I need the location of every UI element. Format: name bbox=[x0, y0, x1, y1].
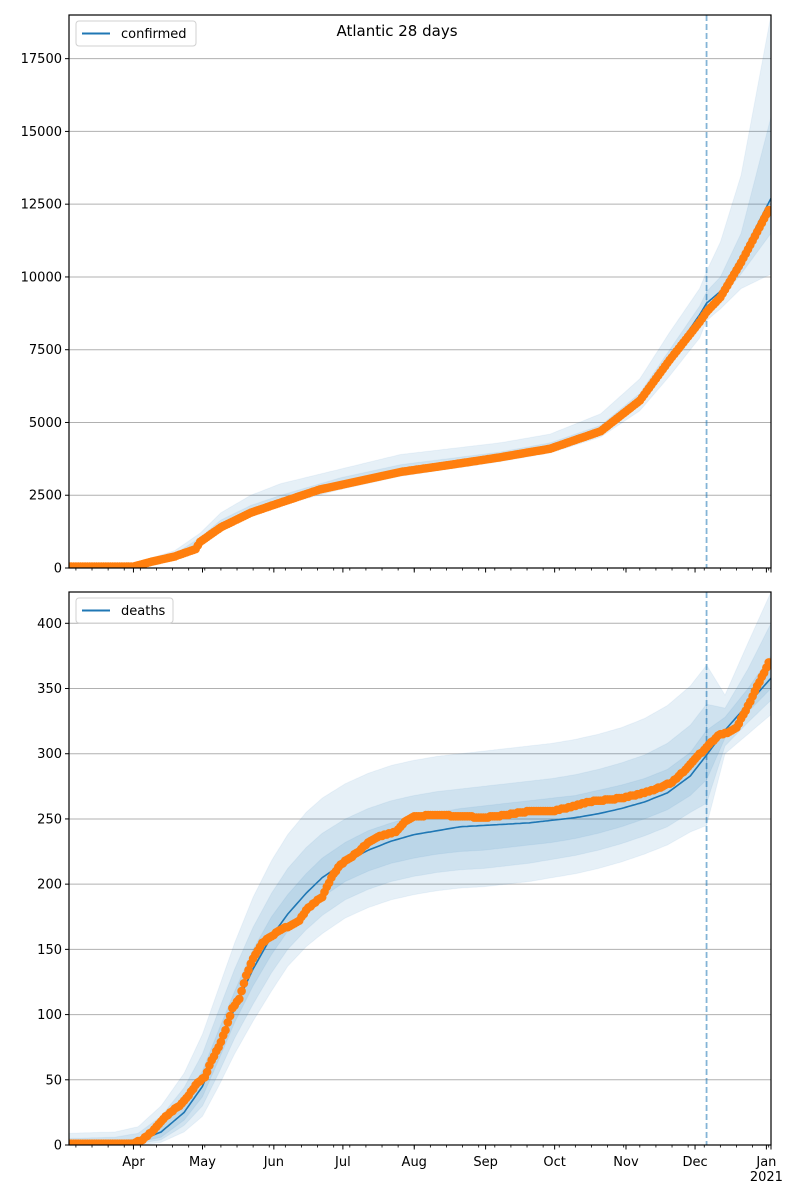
y-tick-label: 300 bbox=[37, 747, 62, 762]
observed-point bbox=[244, 965, 253, 975]
legend-box bbox=[75, 20, 197, 47]
top-observed-points bbox=[69, 205, 771, 568]
y-tick-label: 0 bbox=[54, 562, 62, 577]
y-tick-label: 50 bbox=[45, 1073, 62, 1088]
top-legend: confirmed bbox=[75, 20, 197, 47]
top-x-axis bbox=[75, 568, 772, 573]
y-tick-label: 10000 bbox=[21, 270, 62, 285]
y-tick-label: 200 bbox=[37, 878, 62, 893]
top-gridlines bbox=[69, 58, 771, 496]
observed-point bbox=[225, 1011, 235, 1021]
y-tick-label: 5000 bbox=[29, 416, 62, 431]
y-tick-label: 2500 bbox=[29, 489, 62, 504]
uncertainty-band-band-outer bbox=[69, 663, 708, 1145]
legend-box bbox=[75, 597, 174, 624]
x-tick-label: Oct bbox=[543, 1155, 565, 1170]
confirmed-panel: 0 2500 5000 7500 10000 12500 15000 17500 confir… bbox=[21, 14, 772, 577]
bottom-uncertainty-bands bbox=[69, 592, 771, 1145]
x-tick-label: Apr bbox=[122, 1155, 145, 1170]
observed-point bbox=[764, 205, 771, 215]
y-tick-label: 12500 bbox=[21, 198, 62, 213]
y-tick-label: 0 bbox=[54, 1139, 62, 1154]
bottom-legend: deaths bbox=[75, 597, 174, 624]
x-tick-label-line: Jan bbox=[755, 1155, 776, 1170]
x-tick-label: Jan 2021 bbox=[750, 1155, 783, 1185]
bottom-gridlines bbox=[69, 622, 771, 1081]
x-tick-label: Nov bbox=[613, 1155, 639, 1170]
legend-label-confirmed: confirmed bbox=[121, 27, 187, 42]
y-tick-label: 150 bbox=[37, 943, 62, 958]
uncertainty-band-band-outer bbox=[706, 592, 771, 826]
bottom-axes-frame bbox=[68, 591, 772, 1146]
observed-point bbox=[239, 979, 249, 988]
observed-point bbox=[221, 1025, 230, 1035]
bottom-observed-points bbox=[69, 658, 771, 1145]
x-tick-label: Dec bbox=[682, 1155, 707, 1170]
uncertainty-band-band-inner bbox=[69, 728, 708, 1145]
observed-point bbox=[237, 986, 246, 996]
top-model-line bbox=[69, 198, 771, 568]
observed-point bbox=[764, 658, 771, 667]
y-tick-label: 350 bbox=[37, 682, 62, 697]
observed-point bbox=[223, 1018, 233, 1027]
top-y-axis: 0 2500 5000 7500 10000 12500 15000 17500 bbox=[21, 52, 69, 577]
deaths-panel: 0 50 100 150 200 250 300 350 400 Apr May Jun Jul Aug… bbox=[37, 591, 783, 1185]
bottom-x-axis: Apr May Jun Jul Aug Sep Oct Nov Dec Jan 2021 bbox=[75, 1145, 783, 1185]
uncertainty-band-band-mid bbox=[706, 623, 771, 804]
bottom-model-line bbox=[69, 677, 771, 1145]
chart-title: Atlantic 28 days bbox=[336, 22, 457, 40]
legend-label-deaths: deaths bbox=[121, 604, 166, 619]
y-tick-label: 15000 bbox=[21, 125, 62, 140]
observed-point bbox=[235, 994, 244, 1004]
x-tick-label: Aug bbox=[402, 1155, 427, 1170]
x-tick-label: Jul bbox=[334, 1155, 351, 1170]
x-tick-label: Jun bbox=[263, 1155, 284, 1170]
x-tick-label: May bbox=[189, 1155, 216, 1170]
y-tick-label: 100 bbox=[37, 1008, 62, 1023]
x-tick-label: Sep bbox=[473, 1155, 498, 1170]
top-uncertainty-bands bbox=[69, 15, 771, 568]
observed-point bbox=[216, 1037, 226, 1047]
y-tick-label: 400 bbox=[37, 617, 62, 632]
y-tick-label: 250 bbox=[37, 812, 62, 827]
x-tick-label-line: 2021 bbox=[750, 1170, 783, 1185]
y-tick-label: 7500 bbox=[29, 343, 62, 358]
observed-point bbox=[202, 1067, 212, 1077]
bottom-y-axis: 0 50 100 150 200 250 300 350 400 bbox=[37, 617, 69, 1154]
y-tick-label: 17500 bbox=[21, 52, 62, 67]
top-axes-frame bbox=[68, 14, 772, 569]
